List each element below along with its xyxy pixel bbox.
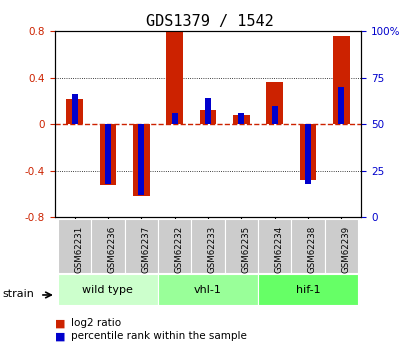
Text: percentile rank within the sample: percentile rank within the sample	[71, 332, 247, 341]
Bar	[105, 124, 111, 184]
Bar	[125, 219, 158, 273]
Bar	[333, 36, 349, 124]
Bar	[172, 113, 178, 124]
Bar	[91, 219, 125, 273]
Bar	[58, 274, 158, 305]
Bar	[133, 124, 150, 196]
Bar	[305, 124, 311, 184]
Text: hif-1: hif-1	[296, 285, 320, 295]
Bar	[225, 219, 258, 273]
Bar	[158, 274, 258, 305]
Bar	[299, 124, 316, 180]
Bar	[338, 87, 344, 124]
Bar	[191, 219, 225, 273]
Bar	[158, 219, 191, 273]
Text: GSM62233: GSM62233	[208, 226, 217, 273]
Bar	[100, 124, 116, 185]
Bar	[71, 95, 78, 124]
Bar	[205, 98, 211, 124]
Bar	[266, 82, 283, 124]
Text: GSM62239: GSM62239	[341, 226, 350, 273]
Bar	[166, 31, 183, 124]
Text: GSM62235: GSM62235	[241, 226, 250, 273]
Text: GSM62237: GSM62237	[141, 226, 150, 273]
Text: GSM62236: GSM62236	[108, 226, 117, 273]
Text: ■: ■	[55, 332, 65, 341]
Bar	[272, 106, 278, 124]
Text: wild type: wild type	[82, 285, 134, 295]
Bar	[233, 115, 249, 124]
Text: strain: strain	[2, 289, 34, 299]
Text: ■: ■	[55, 318, 65, 328]
Bar	[58, 219, 91, 273]
Bar	[66, 99, 83, 124]
Text: GSM62231: GSM62231	[75, 226, 84, 273]
Bar	[258, 219, 291, 273]
Bar	[325, 219, 358, 273]
Bar	[238, 113, 244, 124]
Bar	[138, 124, 144, 195]
Bar	[200, 110, 216, 124]
Text: GSM62234: GSM62234	[275, 226, 284, 273]
Text: vhl-1: vhl-1	[194, 285, 222, 295]
Bar	[291, 219, 325, 273]
Text: log2 ratio: log2 ratio	[71, 318, 121, 328]
Bar	[258, 274, 358, 305]
Text: GDS1379 / 1542: GDS1379 / 1542	[146, 14, 274, 29]
Text: GSM62232: GSM62232	[175, 226, 184, 273]
Text: GSM62238: GSM62238	[308, 226, 317, 273]
